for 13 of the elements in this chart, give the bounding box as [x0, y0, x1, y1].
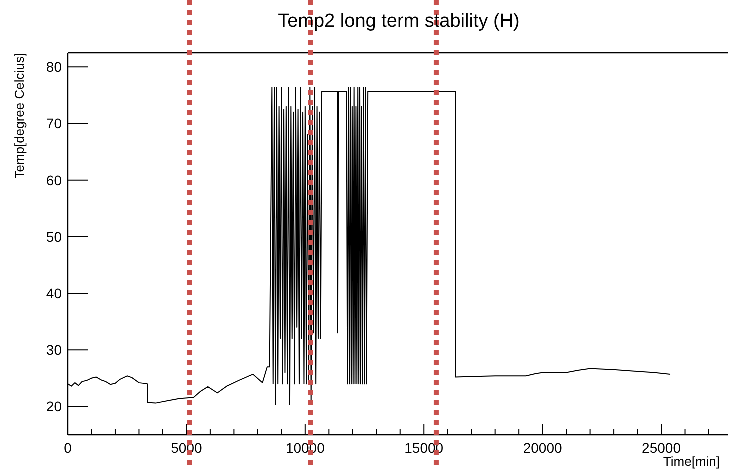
y-tick-label: 80 — [46, 59, 62, 76]
x-tick-label: 0 — [64, 440, 72, 456]
x-tick-label: 25000 — [642, 440, 682, 456]
x-axis-title: Time[min] — [663, 454, 720, 469]
y-tick-label: 60 — [46, 172, 62, 188]
y-tick-label: 50 — [46, 228, 62, 245]
y-tick-label: 20 — [46, 398, 62, 415]
chart-title: Temp2 long term stability (H) — [278, 11, 520, 32]
y-axis-title: Temp[degree Celcius] — [12, 53, 27, 179]
y-tick-label: 30 — [46, 342, 62, 358]
x-tick-label: 20000 — [523, 440, 562, 456]
y-tick-label: 40 — [46, 286, 62, 302]
y-tick-label: 70 — [46, 116, 62, 132]
